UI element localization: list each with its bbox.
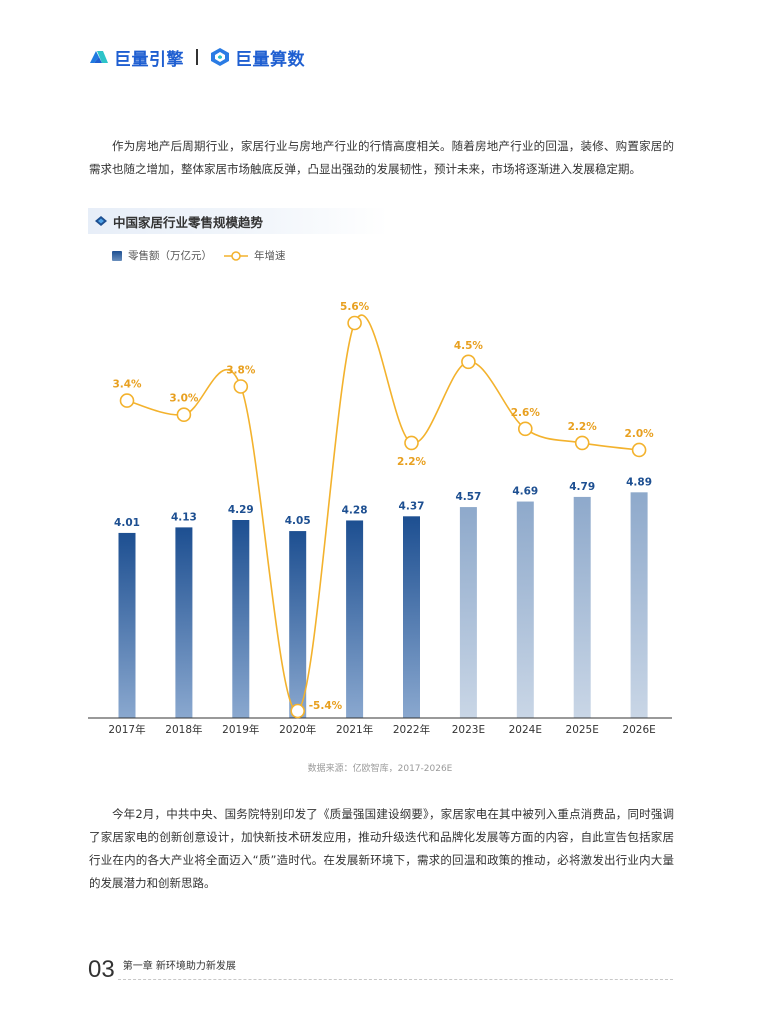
legend-bar-swatch (112, 250, 122, 261)
bar-2022年 (403, 516, 420, 718)
x-tick-label: 2020年 (279, 723, 316, 736)
legend-item-growth[interactable]: 年增速 (224, 248, 286, 263)
growth-value-label: 5.6% (340, 301, 370, 313)
growth-point (574, 435, 590, 451)
brand-left-label: 巨量引擎 (114, 49, 184, 70)
legend-label-growth: 年增速 (254, 250, 286, 262)
brand-oceanengine[interactable]: 巨量引擎 (88, 45, 184, 70)
bar-value-label: 4.29 (228, 504, 254, 516)
bar-value-label: 4.05 (285, 515, 311, 527)
x-tick-label: 2017年 (108, 723, 145, 736)
chart-legend: 零售额（万亿元） 年增速 (112, 248, 298, 263)
x-tick-label: 2021年 (336, 723, 373, 736)
growth-value-label: 4.5% (454, 340, 484, 352)
growth-value-label: 3.4% (112, 379, 142, 391)
oceanengine-logo-icon (90, 51, 108, 63)
chart-section-title: 中国家居行业零售规模趋势 (88, 208, 388, 234)
header-divider (196, 49, 198, 65)
bar-2023E (459, 507, 477, 718)
x-tick-label: 2024E (509, 724, 542, 736)
x-tick-label: 2018年 (165, 723, 202, 736)
bar-value-label: 4.69 (512, 486, 538, 498)
data-source: 数据来源：亿欧智库，2017-2026E (307, 764, 453, 774)
growth-value-label: 2.2% (397, 456, 427, 468)
bar-2020年 (289, 531, 307, 718)
bar-value-label: 4.79 (569, 481, 595, 493)
footer-rule (118, 979, 673, 980)
policy-paragraph: 今年2月，中共中央、国务院特别印发了《质量强国建设纲要》，家居家电在其中被列入重… (89, 807, 674, 890)
bar-value-label: 4.37 (399, 500, 425, 512)
growth-point (404, 435, 419, 451)
brand-suanshu[interactable]: 巨量算数 (209, 45, 305, 70)
footer: 03 第一章 新环境助力新发展 (88, 957, 236, 982)
bar-2025E (573, 496, 591, 718)
bar-2019年 (232, 520, 250, 718)
page-number: 03 (88, 956, 115, 983)
x-tick-label: 2022年 (393, 723, 430, 736)
bar-value-label: 4.13 (171, 511, 197, 523)
bar-2021年 (346, 520, 364, 718)
bar-value-label: 4.57 (455, 491, 481, 503)
bar-2024E (516, 501, 534, 718)
bar-value-label: 4.01 (114, 517, 140, 529)
x-tick-label: 2026E (622, 724, 655, 736)
x-tick-label: 2019年 (222, 723, 259, 736)
growth-point (347, 315, 362, 331)
growth-point (119, 393, 135, 408)
section-marker-icon (94, 215, 108, 227)
growth-point (461, 354, 476, 370)
suanshu-logo-icon (211, 48, 229, 66)
growth-point (517, 421, 533, 437)
growth-point (233, 379, 249, 394)
legend-line-swatch (224, 250, 248, 261)
growth-point (176, 407, 192, 423)
header: 巨量引擎 巨量算数 (88, 42, 305, 72)
growth-value-label: 3.0% (169, 393, 199, 405)
bar-2017年 (118, 532, 136, 718)
intro-paragraph: 作为房地产后周期行业，家居行业与房地产行业的行情高度相关。随着房地产行业的回温，… (89, 139, 674, 176)
bar-2026E (630, 492, 648, 718)
x-tick-label: 2025E (566, 724, 599, 736)
growth-value-label: 2.6% (511, 407, 541, 419)
growth-point (290, 703, 306, 719)
chapter-title: 第一章 新环境助力新发展 (122, 961, 236, 972)
bar-2018年 (175, 527, 193, 718)
x-tick-label: 2023E (452, 724, 485, 736)
growth-point (631, 442, 647, 458)
legend-item-sales[interactable]: 零售额（万亿元） (112, 248, 212, 263)
bar-value-label: 4.28 (342, 504, 368, 516)
growth-value-label: 2.0% (625, 428, 655, 440)
chart-title: 中国家居行业零售规模趋势 (113, 214, 264, 230)
growth-value-label: -5.4% (309, 700, 343, 712)
growth-value-label: 3.8% (226, 364, 256, 376)
growth-line (126, 314, 640, 712)
retail-scale-chart: 3.4% 3.0% 3.8% -5.4% 5.6% 2.2% 4.5% 2.6% 2.2% 2.0… (88, 301, 672, 736)
legend-label-sales: 零售额（万亿元） (128, 250, 212, 262)
growth-value-label: 2.2% (568, 421, 598, 433)
brand-right-label: 巨量算数 (235, 49, 305, 70)
bar-value-label: 4.89 (626, 476, 652, 488)
